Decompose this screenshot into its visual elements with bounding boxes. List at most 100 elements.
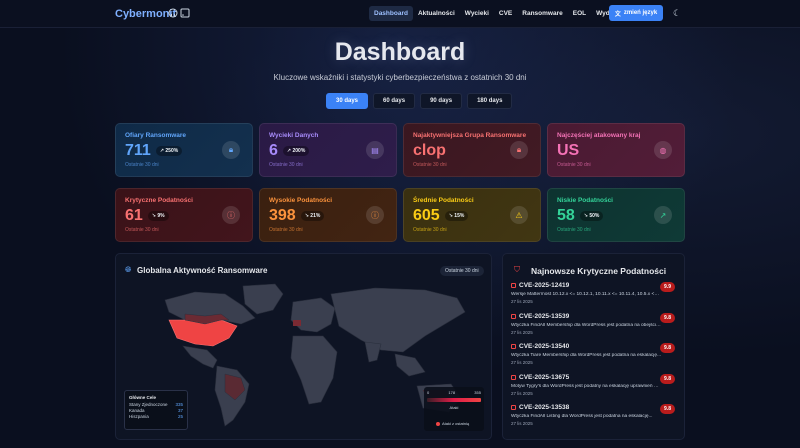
range-selector: 30 days 60 days 90 days 180 days: [326, 93, 513, 109]
stat-card-value: 58: [557, 207, 575, 224]
stat-card[interactable]: Krytyczne Podatności 61 ↘ 9% Ostatnie 30…: [115, 188, 253, 242]
stat-card-value: 398: [269, 207, 296, 224]
range-90-days-button[interactable]: 90 days: [420, 93, 463, 109]
cve-square-icon: [511, 313, 516, 319]
cve-id[interactable]: CVE-2025-13675: [519, 373, 570, 381]
brand-logo[interactable]: Cybermonit: [115, 8, 177, 20]
stat-card-value: 61: [125, 207, 143, 224]
stat-card-badge: ↘ 50%: [579, 211, 604, 221]
stat-card-badge: ↘ 21%: [300, 211, 325, 221]
range-30-days-button[interactable]: 30 days: [326, 93, 369, 109]
cve-description: Motyw Tygry's dla WordPress jest podatny…: [511, 383, 661, 389]
cve-id[interactable]: CVE-2025-13539: [519, 312, 570, 320]
map-legend: Główne Cele Stany Zjednoczone 335 Kanada 3…: [124, 390, 188, 430]
cve-id[interactable]: CVE-2025-13538: [519, 404, 570, 411]
map-period-badge: Ostatnie 30 dni: [440, 266, 484, 276]
alert-circle-icon: ⓘ: [366, 206, 384, 224]
map-title: Globalna Aktywność Ransomware: [137, 266, 268, 275]
stat-card-label: Średnie Podatności: [413, 197, 474, 204]
change-language-button[interactable]: 文 zmień język: [609, 5, 663, 21]
legend-row: Hiszpania 25: [129, 414, 183, 419]
cve-list-item[interactable]: CVE-2025-12419 9.9 Wersje Mattermost 10.…: [511, 282, 675, 304]
stat-card-label: Krytyczne Podatności: [125, 197, 193, 204]
alert-circle-icon: ⓘ: [222, 206, 240, 224]
stat-card-period: Ostatnie 30 dni: [125, 162, 159, 168]
stat-card-value: 711: [125, 142, 151, 159]
nav-aktualnosci[interactable]: Aktualności: [417, 10, 455, 17]
scale-gradient: [427, 398, 481, 402]
map-brazil-highlight: [224, 373, 246, 401]
stat-card[interactable]: Najczęściej atakowany kraj US Ostatnie 3…: [547, 123, 685, 177]
github-icon[interactable]: [168, 8, 178, 18]
nav-eol[interactable]: EOL: [572, 10, 587, 17]
stat-card-period: Ostatnie 30 dni: [413, 162, 447, 168]
stat-card-badge: ↗ 250%: [155, 146, 183, 156]
scale-label: Ataki: [449, 405, 459, 410]
stat-card-value: US: [557, 142, 580, 159]
stat-card[interactable]: Wycieki Danych 6 ↗ 200% Ostatnie 30 dni …: [259, 123, 397, 177]
stat-card-label: Najaktywniejsza Grupa Ransomware: [413, 132, 527, 139]
map-asia: [330, 287, 466, 353]
stat-card-label: Wysokie Podatności: [269, 197, 333, 204]
world-map[interactable]: [125, 280, 485, 430]
scale-ticks: 0 178 355: [427, 390, 481, 395]
cve-list-item[interactable]: CVE-2025-13540 9.8 Wtyczka Tiare Members…: [511, 343, 675, 365]
lock-icon: 🔒︎: [510, 141, 528, 159]
cve-list-item[interactable]: CVE-2025-13675 9.8 Motyw Tygry's dla Wor…: [511, 373, 675, 396]
page-title: Dashboard: [334, 38, 466, 66]
globe-icon: ◍: [654, 141, 672, 159]
cve-score-badge: 9.8: [660, 404, 675, 414]
stat-card-period: Ostatnie 30 dni: [125, 227, 159, 233]
stat-card-badge: ↗ 200%: [282, 146, 310, 156]
stat-card-value: 605: [413, 207, 440, 224]
cve-description: Wtyczka FindAll Listing dla WordPress je…: [511, 414, 653, 419]
shield-icon: ⛉: [514, 265, 520, 274]
language-icon: 文: [614, 11, 621, 18]
cve-date: 27 lis 2025: [511, 299, 533, 304]
range-60-days-button[interactable]: 60 days: [373, 93, 416, 109]
cve-score-badge: 9.8: [660, 343, 675, 353]
cve-id[interactable]: CVE-2025-12419: [519, 282, 570, 289]
cve-list-item[interactable]: CVE-2025-13538 9.8 Wtyczka FindAll Listi…: [511, 404, 675, 426]
range-180-days-button[interactable]: 180 days: [467, 93, 513, 109]
cve-score-badge: 9.9: [660, 282, 675, 292]
nav-cve[interactable]: CVE: [498, 10, 513, 17]
cve-date: 27 lis 2025: [511, 421, 533, 426]
cve-list-item[interactable]: CVE-2025-13539 9.8 Wtyczka FindAll Membe…: [511, 312, 675, 335]
stat-card[interactable]: Ofiary Ransomware 711 ↗ 250% Ostatnie 30…: [115, 123, 253, 177]
cve-date: 27 lis 2025: [511, 390, 533, 396]
moon-icon[interactable]: ☾: [673, 8, 682, 18]
map-india: [364, 341, 382, 363]
change-language-label: zmień język: [623, 10, 658, 16]
globe-icon: 🌐︎: [125, 265, 132, 274]
stat-card[interactable]: Najaktywniejsza Grupa Ransomware clop Os…: [403, 123, 541, 177]
nav-wycieki[interactable]: Wycieki: [464, 10, 489, 17]
map-africa: [290, 335, 338, 405]
cve-id[interactable]: CVE-2025-13540: [519, 343, 570, 350]
stat-card-value: 6: [269, 142, 278, 159]
stat-card-label: Niskie Podatności: [557, 197, 613, 204]
nav-ransomware[interactable]: Ransomware: [522, 10, 563, 17]
stat-card-period: Ostatnie 30 dni: [557, 227, 591, 233]
legend-title: Główne Cele: [129, 395, 157, 400]
cve-panel: [502, 253, 685, 440]
cve-square-icon: [511, 405, 516, 410]
cve-description: Wersje Mattermost 10.12.x <= 10.12.1, 10…: [511, 292, 661, 297]
stat-card[interactable]: Wysokie Podatności 398 ↘ 21% Ostatnie 30…: [259, 188, 397, 242]
stat-card-label: Najczęściej atakowany kraj: [557, 132, 641, 139]
cve-score-badge: 9.8: [660, 312, 675, 323]
warning-icon: ⚠︎: [510, 206, 528, 224]
stat-card-label: Ofiary Ransomware: [125, 132, 187, 139]
nav-dashboard[interactable]: Dashboard: [369, 6, 413, 21]
cve-description: Wtyczka Tiare Membership dla WordPress j…: [511, 353, 661, 358]
cve-date: 27 lis 2025: [511, 329, 533, 335]
legend-row: Stany Zjednoczone 335: [129, 402, 183, 407]
stat-card-badge: ↘ 9%: [147, 211, 169, 221]
map-canada-highlight: [184, 313, 230, 325]
page-subtitle: Kluczowe wskaźniki i statystyki cyberbez…: [273, 73, 527, 82]
map-spain-highlight: [293, 320, 301, 326]
map-greenland: [242, 283, 284, 315]
stat-card[interactable]: Średnie Podatności 605 ↘ 15% Ostatnie 30…: [403, 188, 541, 242]
stat-card[interactable]: Niskie Podatności 58 ↘ 50% Ostatnie 30 d…: [547, 188, 685, 242]
rss-icon[interactable]: [180, 8, 190, 18]
